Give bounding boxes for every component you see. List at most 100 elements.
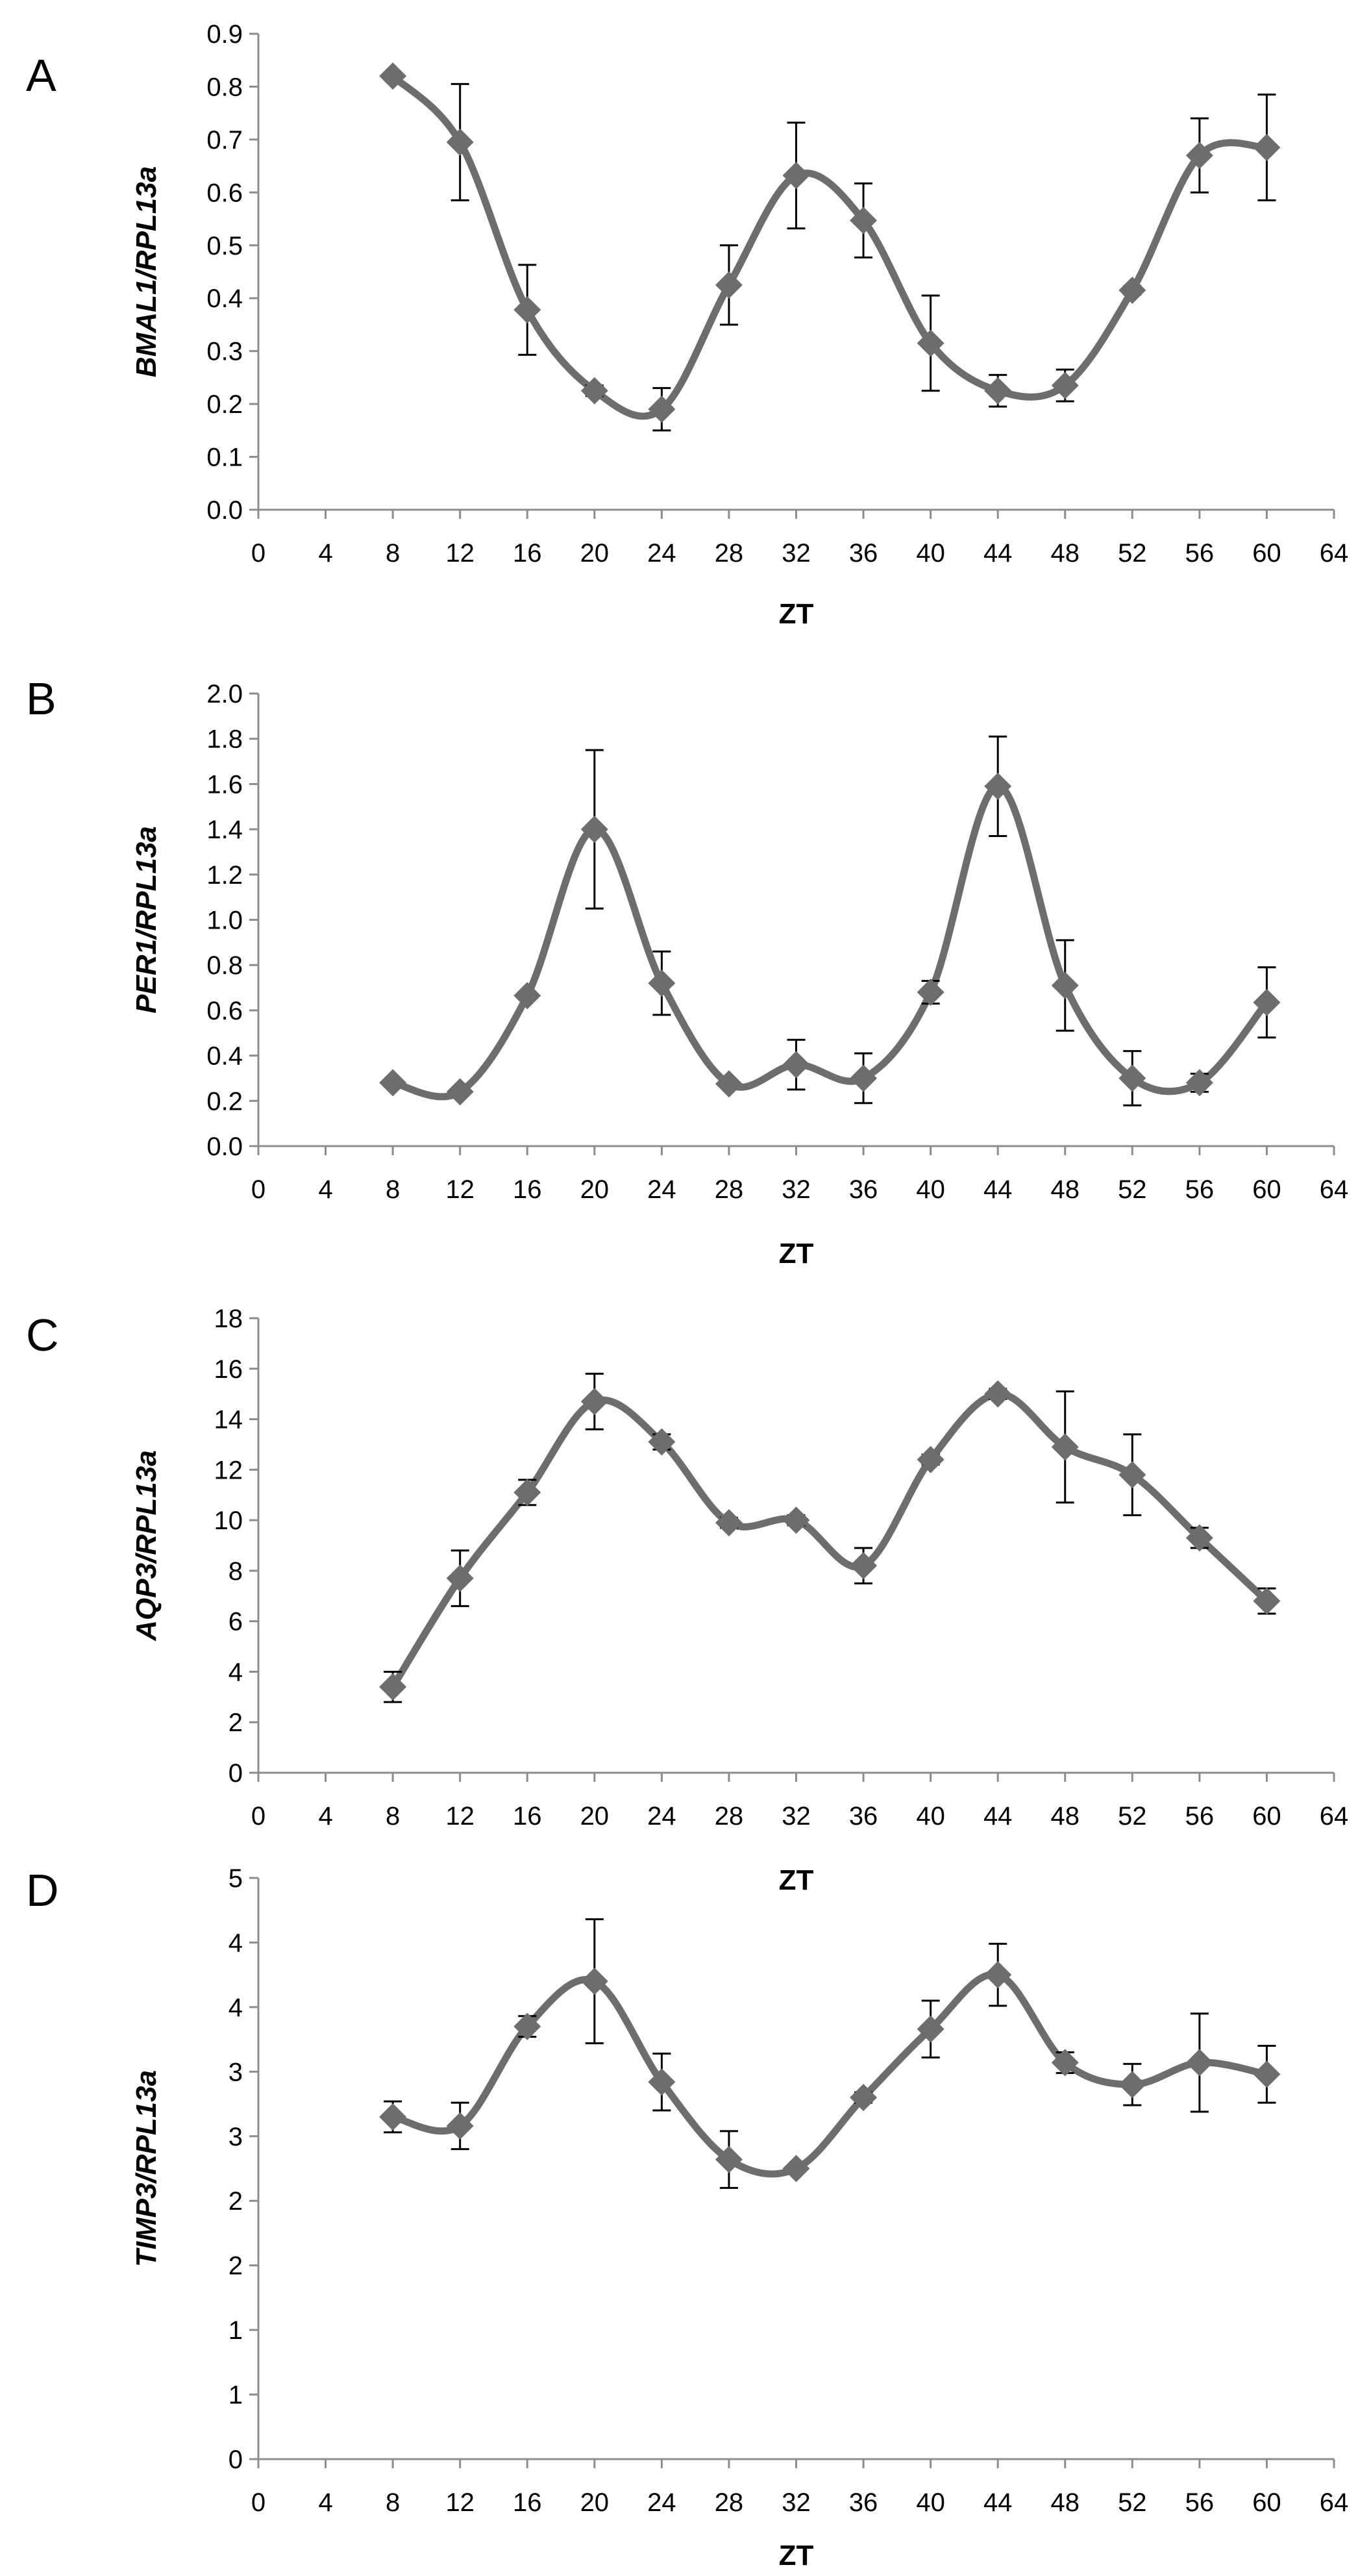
data-point: [446, 2112, 474, 2140]
data-point: [850, 206, 878, 234]
x-axis-title: ZT: [779, 2540, 814, 2571]
data-point: [782, 162, 810, 190]
x-tick-label: 32: [782, 1802, 811, 1831]
data-point: [446, 1564, 474, 1592]
y-tick-label: 0.2: [206, 1087, 243, 1116]
y-tick-label: 0.4: [206, 1042, 243, 1071]
y-tick-label: 4: [228, 1994, 243, 2022]
y-tick-label: 4: [228, 1929, 243, 1957]
data-point: [1253, 988, 1281, 1016]
data-point: [379, 1069, 407, 1097]
x-tick-label: 64: [1320, 2488, 1349, 2517]
x-tick-label: 56: [1185, 539, 1215, 568]
y-tick-label: 0.6: [206, 997, 243, 1025]
x-tick-label: 8: [386, 1175, 400, 1204]
x-tick-label: 28: [715, 1802, 744, 1831]
series-line: [389, 782, 1270, 1101]
y-tick-label: 0.9: [206, 20, 243, 49]
data-point: [1185, 1524, 1213, 1552]
y-tick-label: 1.8: [206, 725, 243, 754]
x-tick-label: 48: [1051, 539, 1080, 568]
x-tick-label: 32: [782, 1175, 811, 1204]
x-tick-label: 52: [1118, 539, 1147, 568]
y-axis-title: AQP3/RPL13a: [130, 1450, 162, 1641]
data-point: [782, 1507, 810, 1534]
x-tick-label: 4: [318, 1175, 332, 1204]
data-point: [1118, 1461, 1146, 1489]
x-tick-label: 28: [715, 539, 744, 568]
x-tick-label: 40: [916, 1175, 945, 1204]
y-tick-label: 0: [228, 2445, 243, 2474]
x-tick-label: 12: [445, 2488, 475, 2517]
x-tick-label: 0: [251, 1175, 265, 1204]
data-point: [1253, 2060, 1281, 2088]
y-tick-label: 0.8: [206, 73, 243, 101]
data-point: [1051, 371, 1079, 399]
x-tick-label: 16: [513, 2488, 542, 2517]
x-tick-label: 44: [983, 2488, 1013, 2517]
x-tick-label: 12: [445, 1175, 475, 1204]
y-tick-label: 0.0: [206, 1132, 243, 1161]
data-point: [379, 2103, 407, 2131]
x-tick-label: 64: [1320, 1175, 1349, 1204]
data-point: [446, 128, 474, 156]
data-point: [1118, 277, 1146, 305]
x-tick-label: 48: [1051, 1802, 1080, 1831]
y-tick-label: 1.4: [206, 816, 243, 844]
panel-letter-a: A: [26, 50, 56, 101]
data-point: [1185, 1069, 1213, 1097]
x-tick-label: 24: [647, 1802, 676, 1831]
x-tick-label: 20: [580, 1802, 610, 1831]
y-tick-label: 12: [214, 1456, 243, 1484]
x-tick-label: 16: [513, 1175, 542, 1204]
x-tick-label: 8: [386, 1802, 400, 1831]
data-point: [917, 979, 944, 1007]
x-tick-label: 60: [1252, 539, 1281, 568]
data-point: [1051, 971, 1079, 999]
y-tick-label: 6: [228, 1608, 243, 1636]
y-tick-label: 0.4: [206, 284, 243, 313]
x-tick-label: 36: [849, 1175, 878, 1204]
x-tick-label: 4: [318, 1802, 332, 1831]
x-tick-label: 64: [1320, 1802, 1349, 1831]
x-tick-label: 52: [1118, 1802, 1147, 1831]
x-tick-label: 12: [445, 1802, 475, 1831]
y-tick-label: 18: [214, 1305, 243, 1333]
data-point: [580, 377, 608, 405]
data-point: [850, 1552, 878, 1580]
x-tick-label: 52: [1118, 1175, 1147, 1204]
chart-panel-b: B0.00.20.40.60.81.01.21.41.61.82.00 4 8 12 1…: [26, 673, 1348, 1269]
data-point: [648, 395, 676, 423]
data-point: [984, 1961, 1012, 1989]
data-point: [1118, 2071, 1146, 2099]
data-point: [715, 271, 743, 299]
x-tick-label: 24: [647, 1175, 676, 1204]
data-point: [648, 2068, 676, 2096]
data-point: [648, 1428, 676, 1456]
data-point: [917, 2015, 944, 2043]
data-point: [580, 1968, 608, 1995]
x-tick-label: 20: [580, 1175, 610, 1204]
series-line: [389, 1390, 1270, 1691]
x-tick-label: 36: [849, 1802, 878, 1831]
data-point: [513, 296, 541, 324]
y-tick-label: 2: [228, 2252, 243, 2281]
x-tick-label: 60: [1252, 1175, 1281, 1204]
y-axis-title: PER1/RPL13a: [130, 826, 162, 1014]
data-point: [379, 62, 407, 90]
y-tick-label: 1: [228, 2316, 243, 2345]
panel-letter-d: D: [26, 1865, 59, 1916]
x-tick-label: 48: [1051, 1175, 1080, 1204]
data-point: [1253, 134, 1281, 162]
x-tick-label: 64: [1320, 539, 1349, 568]
data-point: [782, 2155, 810, 2182]
data-point: [513, 982, 541, 1010]
x-tick-label: 4: [318, 2488, 332, 2517]
y-tick-label: 2: [228, 1708, 243, 1737]
y-tick-label: 0.5: [206, 232, 243, 260]
x-tick-label: 32: [782, 539, 811, 568]
x-tick-label: 40: [916, 2488, 945, 2517]
y-tick-label: 16: [214, 1355, 243, 1384]
